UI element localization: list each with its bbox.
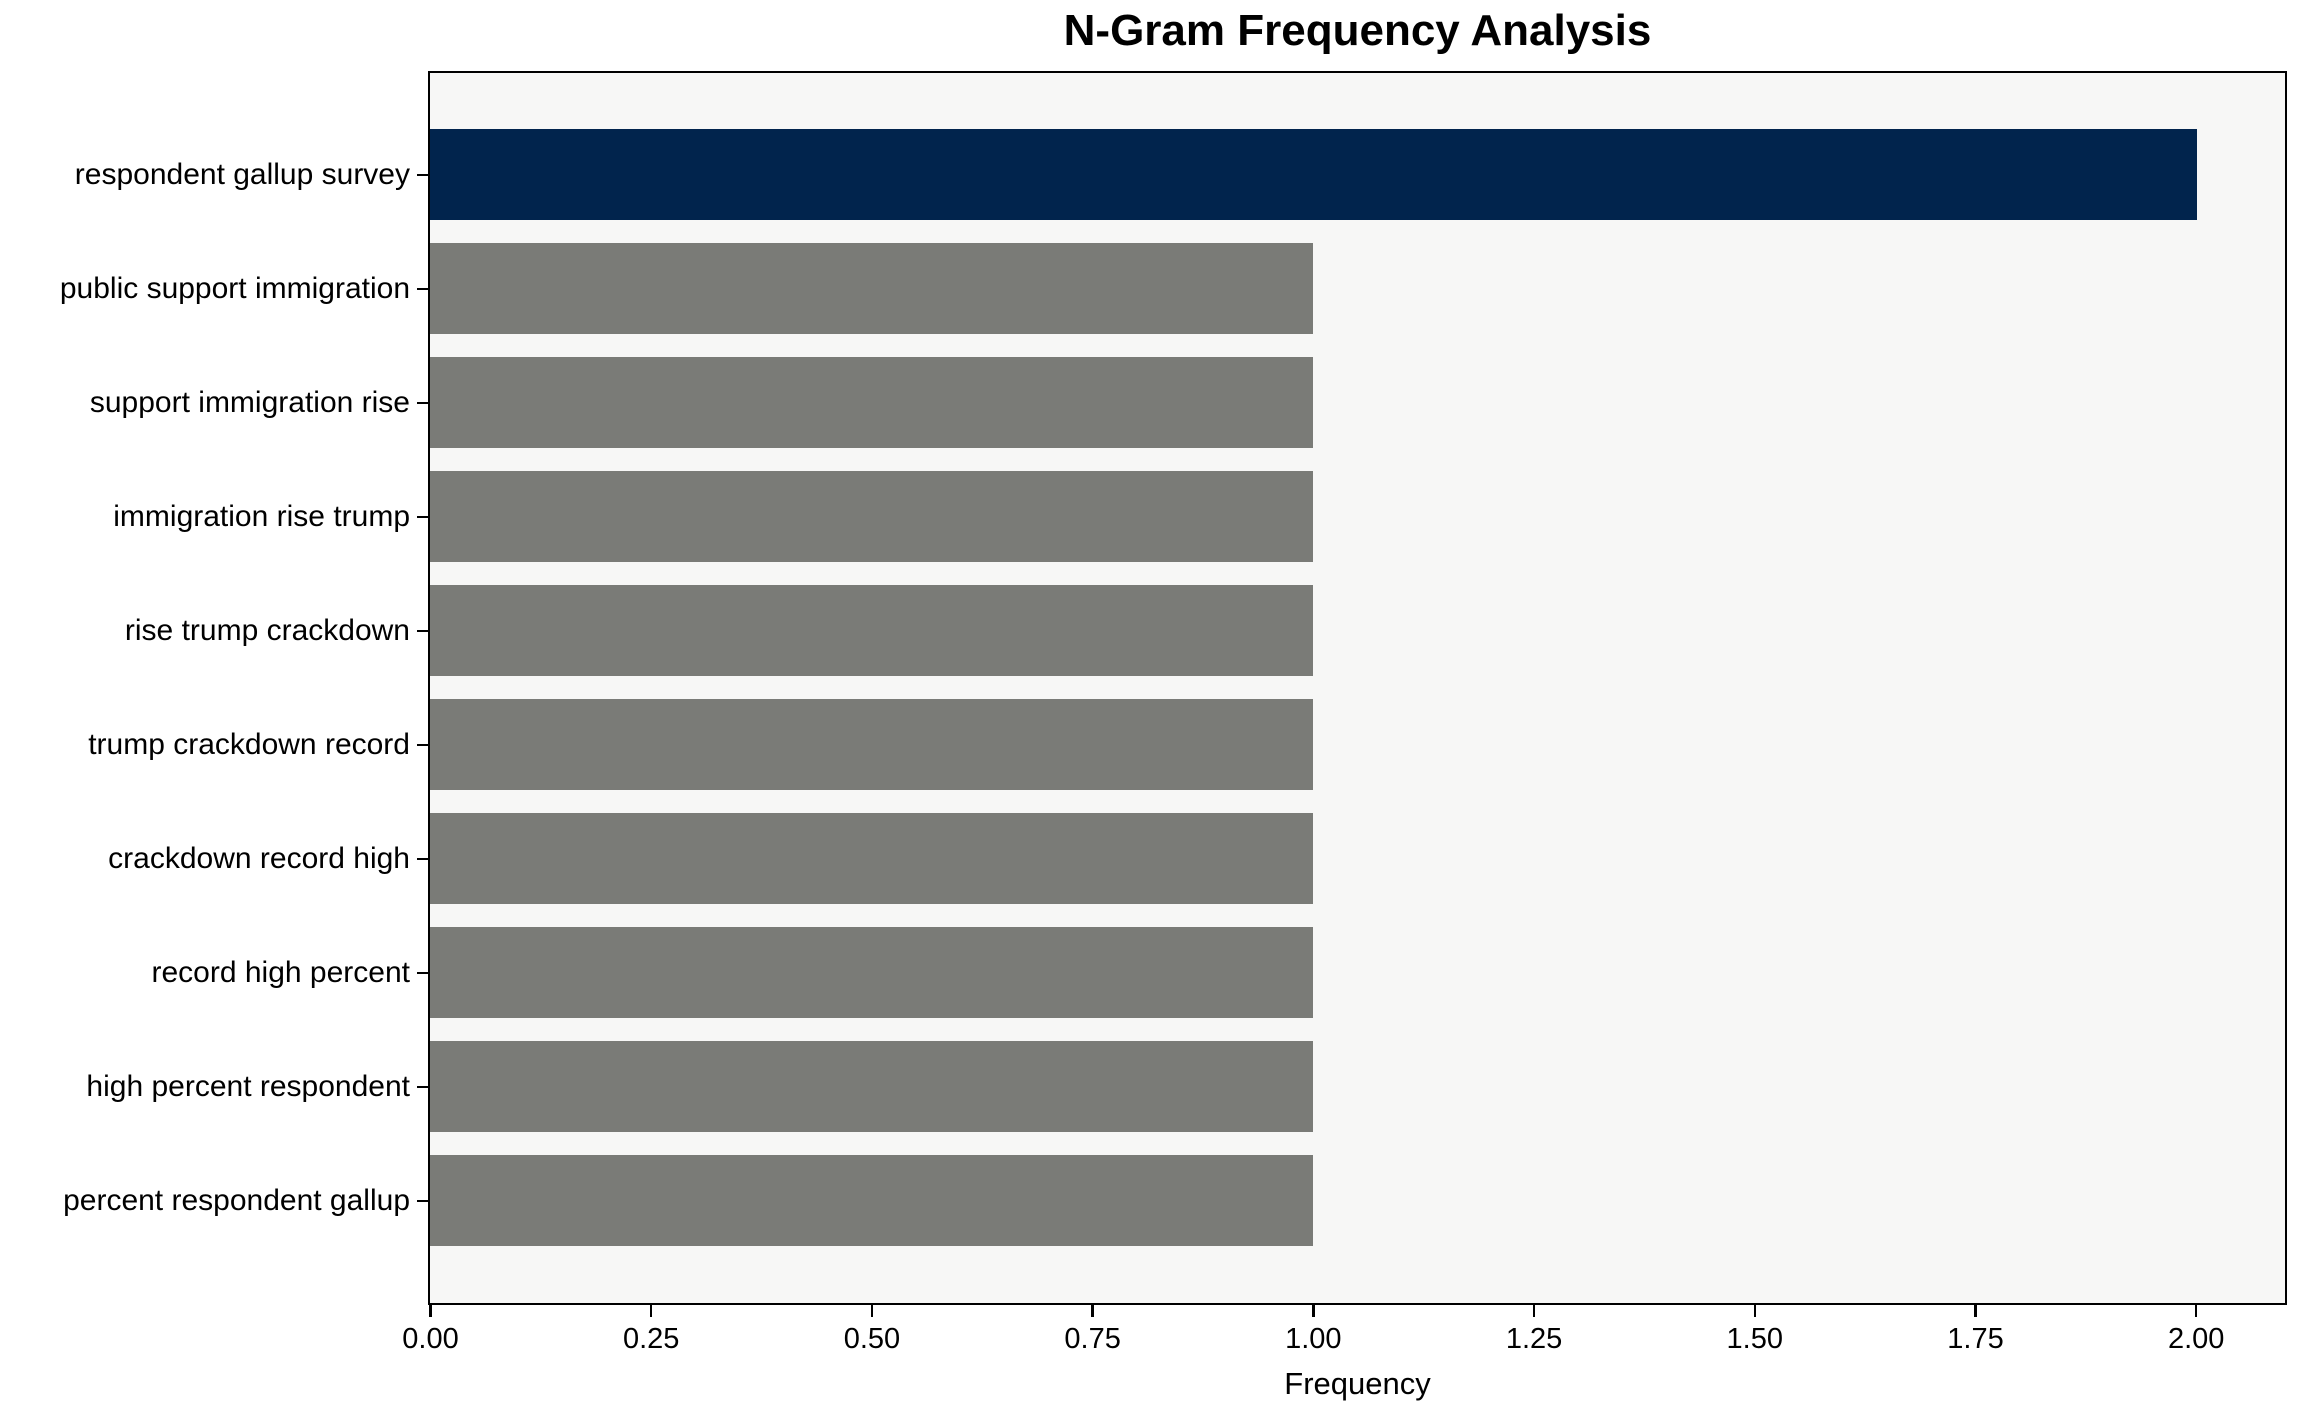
y-tick-mark <box>417 743 428 747</box>
bar-percent-respondent-gallup <box>430 1155 1314 1246</box>
y-tick-label-public-support-immigration: public support immigration <box>59 272 410 305</box>
y-tick-label-immigration-rise-trump: immigration rise trump <box>113 500 410 533</box>
x-tick-mark <box>2194 1305 2198 1317</box>
y-tick-mark <box>417 401 428 405</box>
bar-high-percent-respondent <box>430 1041 1314 1132</box>
y-tick-mark <box>417 857 428 861</box>
x-tick-label: 0.00 <box>402 1323 459 1355</box>
y-tick-mark <box>417 287 428 291</box>
bar-immigration-rise-trump <box>430 471 1314 562</box>
x-tick-label: 1.00 <box>1285 1323 1342 1355</box>
y-tick-label-support-immigration-rise: support immigration rise <box>89 386 410 419</box>
y-tick-label-record-high-percent: record high percent <box>151 956 411 989</box>
x-tick-mark <box>1532 1305 1536 1317</box>
bar-respondent-gallup-survey <box>430 129 2197 220</box>
y-tick-mark <box>417 1085 428 1089</box>
x-tick-label: 0.50 <box>843 1323 901 1355</box>
y-tick-label-percent-respondent-gallup: percent respondent gallup <box>63 1184 410 1217</box>
plot-area <box>428 71 2287 1305</box>
bar-crackdown-record-high <box>430 813 1314 904</box>
x-tick-mark <box>1753 1305 1757 1317</box>
y-tick-mark <box>417 515 428 519</box>
bar-public-support-immigration <box>430 243 1314 334</box>
x-tick-mark <box>429 1305 432 1317</box>
y-tick-label-respondent-gallup-survey: respondent gallup survey <box>74 158 410 191</box>
x-tick-mark <box>870 1305 874 1317</box>
y-tick-label-high-percent-respondent: high percent respondent <box>86 1070 410 1103</box>
y-tick-mark <box>417 1199 428 1203</box>
x-tick-label: 1.75 <box>1947 1323 2004 1355</box>
x-tick-label: 0.75 <box>1064 1323 1121 1355</box>
x-tick-mark <box>1312 1305 1315 1317</box>
x-tick-mark <box>1091 1305 1094 1317</box>
bar-record-high-percent <box>430 927 1314 1018</box>
bar-support-immigration-rise <box>430 357 1314 448</box>
chart-title: N-Gram Frequency Analysis <box>1063 6 1652 55</box>
y-tick-label-crackdown-record-high: crackdown record high <box>108 842 410 875</box>
y-tick-label-trump-crackdown-record: trump crackdown record <box>88 728 410 761</box>
bar-trump-crackdown-record <box>430 699 1314 790</box>
x-tick-mark <box>649 1305 653 1317</box>
x-tick-label: 2.00 <box>2167 1323 2225 1355</box>
y-tick-mark <box>417 173 428 177</box>
x-tick-label: 1.50 <box>1726 1323 1784 1355</box>
y-tick-label-rise-trump-crackdown: rise trump crackdown <box>124 614 410 647</box>
y-tick-mark <box>417 629 428 633</box>
x-tick-mark <box>1974 1305 1977 1317</box>
x-tick-label: 1.25 <box>1505 1323 1563 1355</box>
y-tick-mark <box>417 971 428 975</box>
x-tick-label: 0.25 <box>622 1323 680 1355</box>
bar-rise-trump-crackdown <box>430 585 1314 676</box>
x-axis-label: Frequency <box>1284 1366 1431 1401</box>
